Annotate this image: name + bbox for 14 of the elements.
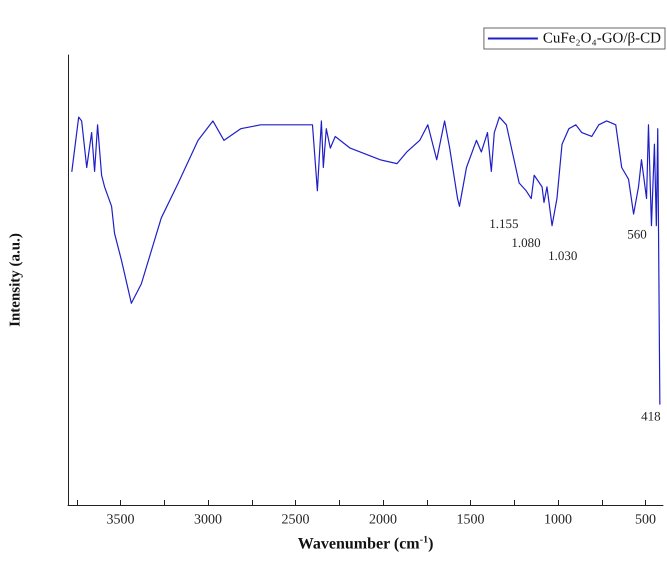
x-tick-label: 1500 [456, 512, 484, 528]
x-tick-label: 2000 [369, 512, 397, 528]
y-axis-title: Intensity (a.u.) [8, 233, 24, 327]
annotation: 560 [627, 226, 647, 242]
legend-label: CuFe₂O₄-GO/β-CD [542, 30, 662, 46]
x-tick-label: 3000 [194, 512, 222, 528]
x-tick-label: 500 [635, 512, 656, 528]
annotation: 1.155 [489, 216, 518, 232]
x-tick-label: 1000 [544, 512, 572, 528]
annotation: 418 [641, 408, 661, 424]
annotation: 1.080 [511, 234, 541, 250]
annotation: 1.030 [548, 248, 578, 264]
x-tick-label: 3500 [106, 512, 134, 528]
x-tick-label: 2500 [282, 512, 310, 528]
